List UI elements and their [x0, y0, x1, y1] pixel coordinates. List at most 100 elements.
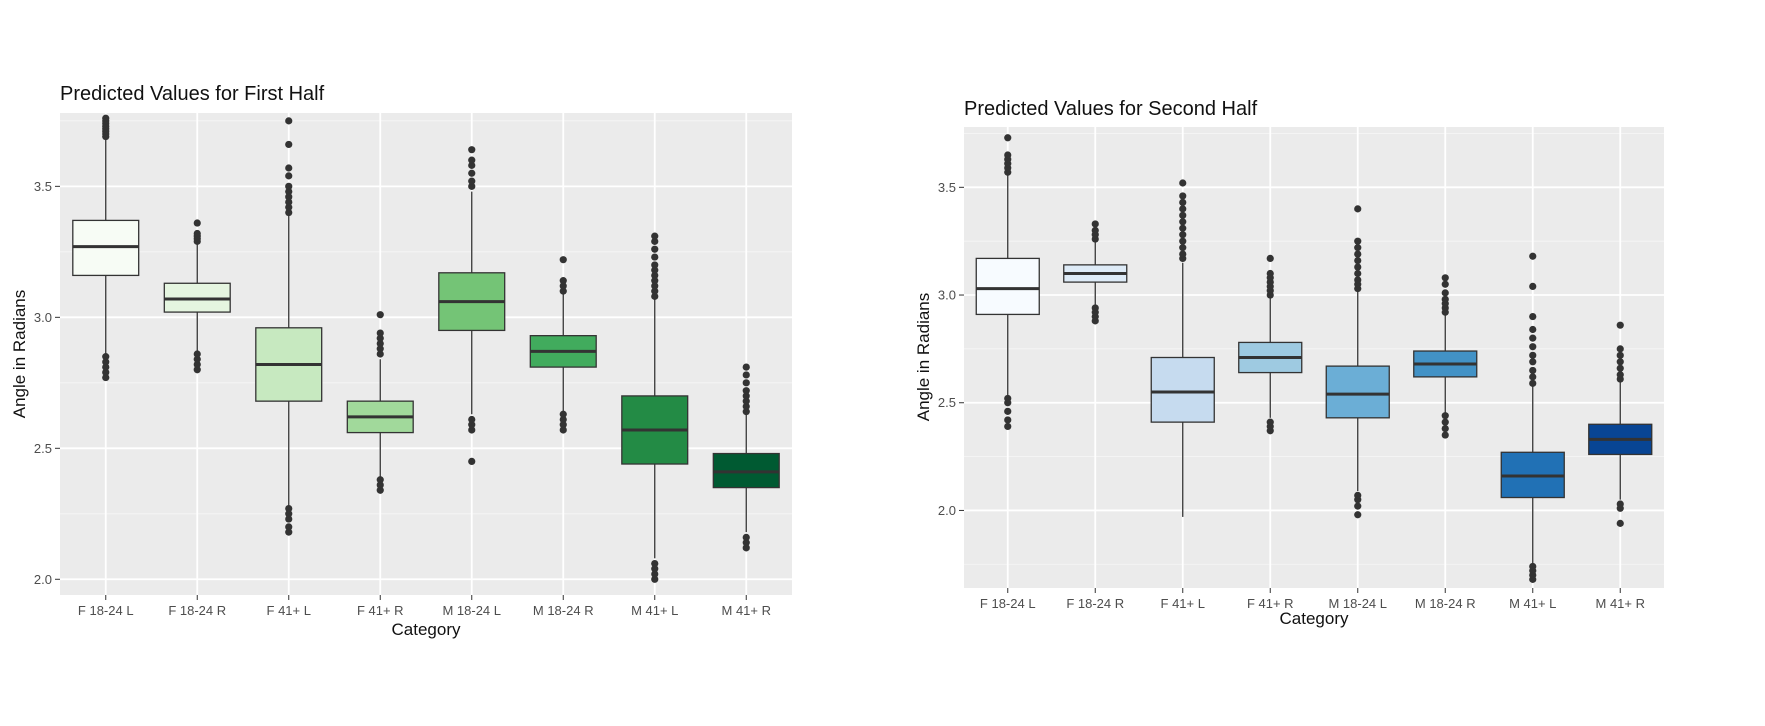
outlier-point	[559, 282, 567, 290]
y-tick-label: 2.0	[34, 572, 52, 587]
outlier-point	[1529, 325, 1537, 334]
outlier-point	[1266, 254, 1274, 263]
x-tick-label: F 18-24 L	[980, 596, 1036, 611]
outlier-point	[1004, 416, 1012, 424]
boxplot-f-18-24-r	[163, 219, 231, 374]
outlier-point	[651, 575, 659, 583]
outlier-point	[102, 353, 110, 361]
y-axis-title: Angle in Radians	[10, 290, 29, 419]
boxplot-m-18-24-l	[438, 146, 506, 466]
outlier-point	[1266, 418, 1274, 426]
outlier-point	[376, 339, 384, 348]
outlier-point	[1441, 274, 1449, 282]
outlier-point	[1266, 269, 1274, 278]
outlier-point	[1179, 211, 1187, 219]
boxplots	[72, 114, 780, 583]
outlier-point	[651, 565, 659, 573]
outlier-point	[193, 350, 201, 358]
y-axis-ticks: 2.0 2.5 3.0 3.5	[938, 180, 964, 518]
outlier-point	[1354, 263, 1362, 271]
outlier-point	[651, 266, 659, 274]
outlier-point	[742, 402, 750, 410]
outlier-point	[1091, 220, 1099, 228]
x-tick-label: M 18-24 L	[1328, 596, 1387, 611]
outlier-point	[1004, 422, 1012, 431]
outlier-point	[468, 161, 476, 169]
y-axis-ticks: 2.0 2.5 3.0 3.5	[34, 179, 60, 587]
outlier-point	[651, 245, 659, 253]
first-half-chart: Predicted Values for First Half 2.0 2.5 3.…	[10, 83, 792, 639]
outlier-point	[1441, 418, 1449, 426]
outlier-point	[1354, 237, 1362, 245]
outlier-point	[742, 397, 750, 405]
outlier-point	[1616, 351, 1624, 359]
outlier-point	[285, 164, 293, 172]
outlier-point	[1179, 244, 1187, 252]
boxplot-m-41-r	[712, 363, 780, 552]
outlier-point	[742, 408, 750, 416]
outlier-point	[468, 146, 476, 154]
outlier-point	[1616, 321, 1624, 329]
outlier-point	[1529, 282, 1537, 291]
boxplot-m-41-l	[1500, 252, 1565, 583]
outlier-point	[1616, 364, 1624, 372]
outlier-point	[285, 172, 293, 180]
outlier-point	[102, 368, 110, 376]
outlier-point	[468, 182, 476, 190]
outlier-point	[1179, 231, 1187, 239]
outlier-point	[559, 415, 567, 424]
outlier-point	[1441, 280, 1449, 288]
boxplot-f-41-l	[1150, 179, 1215, 517]
outlier-point	[193, 219, 201, 227]
outlier-point	[742, 539, 750, 547]
outlier-point	[285, 528, 293, 536]
x-tick-label: M 41+ L	[631, 603, 678, 618]
x-axis-ticks: F 18-24 L F 18-24 R F 41+ L F 41+ R M 18-24 …	[980, 588, 1645, 611]
outlier-point	[1529, 351, 1537, 359]
outlier-point	[1616, 519, 1624, 527]
outlier-point	[1529, 373, 1537, 381]
outlier-point	[1616, 500, 1624, 508]
outlier-point	[285, 510, 293, 518]
outlier-point	[1529, 343, 1537, 351]
x-tick-label: F 18-24 L	[78, 603, 134, 618]
outlier-point	[376, 481, 384, 489]
outlier-point	[1004, 394, 1012, 403]
outlier-point	[376, 350, 384, 358]
outlier-point	[1354, 244, 1362, 252]
outlier-point	[1354, 276, 1362, 284]
x-tick-label: M 41+ R	[722, 603, 772, 618]
outlier-point	[742, 392, 750, 400]
x-tick-label: M 18-24 R	[1415, 596, 1476, 611]
chart-title: Predicted Values for Second Half	[964, 98, 1258, 120]
outlier-point	[559, 287, 567, 295]
outlier-point	[742, 533, 750, 541]
outlier-point	[285, 515, 293, 523]
outlier-point	[651, 292, 659, 300]
outlier-point	[742, 371, 750, 379]
outlier-point	[1441, 431, 1449, 439]
outlier-point	[742, 379, 750, 387]
x-axis-title: Category	[1280, 609, 1349, 628]
outlier-point	[1179, 192, 1187, 200]
outlier-point	[376, 486, 384, 494]
x-tick-label: F 41+ R	[357, 603, 404, 618]
boxplot-f-18-24-l	[72, 114, 140, 382]
outlier-point	[376, 345, 384, 353]
y-tick-label: 2.5	[34, 441, 52, 456]
outlier-point	[1004, 151, 1012, 159]
x-tick-label: M 41+ L	[1509, 596, 1556, 611]
outlier-point	[102, 114, 110, 122]
outlier-point	[285, 193, 293, 201]
y-tick-label: 3.0	[938, 288, 956, 303]
outlier-point	[1354, 256, 1362, 265]
outlier-point	[468, 177, 476, 185]
outlier-point	[1179, 237, 1187, 245]
outlier-point	[1179, 250, 1187, 258]
outlier-point	[1179, 224, 1187, 232]
plot-panel	[964, 127, 1664, 588]
outlier-point	[1354, 269, 1362, 278]
outlier-point	[742, 387, 750, 395]
outlier-point	[1616, 371, 1624, 379]
